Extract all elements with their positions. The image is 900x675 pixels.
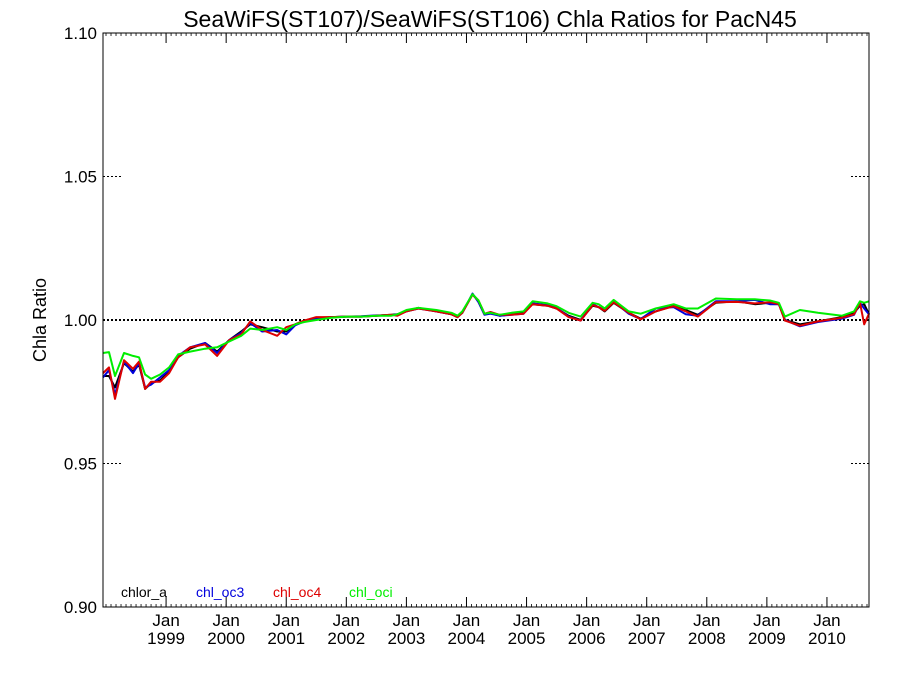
x-tick-label-year: 2005 bbox=[508, 629, 546, 648]
x-tick-label-month: Jan bbox=[453, 611, 480, 630]
y-tick-label: 1.00 bbox=[64, 311, 97, 330]
x-tick-label-month: Jan bbox=[633, 611, 660, 630]
x-tick-label-month: Jan bbox=[813, 611, 840, 630]
legend: chlor_a chl_oc3 chl_oc4 chl_oci bbox=[121, 584, 393, 600]
x-tick-label-year: 2010 bbox=[808, 629, 846, 648]
x-tick-label-year: 2006 bbox=[568, 629, 606, 648]
legend-entry-chl-oc4: chl_oc4 bbox=[273, 584, 321, 600]
legend-entry-chl-oc3: chl_oc3 bbox=[196, 584, 244, 600]
x-tick-label-year: 2001 bbox=[267, 629, 305, 648]
y-axis-label: Chla Ratio bbox=[30, 278, 50, 362]
series-line-chl-oci bbox=[102, 293, 870, 380]
x-tick-label-year: 2008 bbox=[688, 629, 726, 648]
y-tick-label: 0.95 bbox=[64, 455, 97, 474]
plot-frame bbox=[102, 32, 870, 608]
series-line-chl-oc3 bbox=[102, 292, 870, 396]
data-series bbox=[102, 292, 870, 400]
x-tick-label-year: 2003 bbox=[387, 629, 425, 648]
x-tick-label-year: 2009 bbox=[748, 629, 786, 648]
y-tick-label: 1.10 bbox=[64, 24, 97, 43]
x-tick-label-month: Jan bbox=[212, 611, 239, 630]
x-tick-label-year: 1999 bbox=[147, 629, 185, 648]
x-tick-label-month: Jan bbox=[753, 611, 780, 630]
series-line-chlor-a bbox=[103, 293, 870, 390]
x-tick-label-year: 2007 bbox=[628, 629, 666, 648]
y-tick-label: 1.05 bbox=[64, 168, 97, 187]
x-tick-label-year: 2002 bbox=[327, 629, 365, 648]
x-tick-label-month: Jan bbox=[513, 611, 540, 630]
x-tick-label-month: Jan bbox=[273, 611, 300, 630]
x-tick-label-year: 2004 bbox=[448, 629, 486, 648]
chart-title: SeaWiFS(ST107)/SeaWiFS(ST106) Chla Ratio… bbox=[183, 6, 797, 32]
x-tick-label-month: Jan bbox=[333, 611, 360, 630]
x-tick-label-month: Jan bbox=[393, 611, 420, 630]
x-tick-label-month: Jan bbox=[152, 611, 179, 630]
x-tick-label-year: 2000 bbox=[207, 629, 245, 648]
x-tick-label-month: Jan bbox=[693, 611, 720, 630]
legend-entry-chl-oci: chl_oci bbox=[349, 584, 393, 600]
axis-ticks: 0.900.951.001.051.10Jan1999Jan2000Jan200… bbox=[64, 24, 869, 648]
legend-entry-chlor-a: chlor_a bbox=[121, 584, 167, 600]
y-tick-label: 0.90 bbox=[64, 598, 97, 617]
x-tick-label-month: Jan bbox=[573, 611, 600, 630]
